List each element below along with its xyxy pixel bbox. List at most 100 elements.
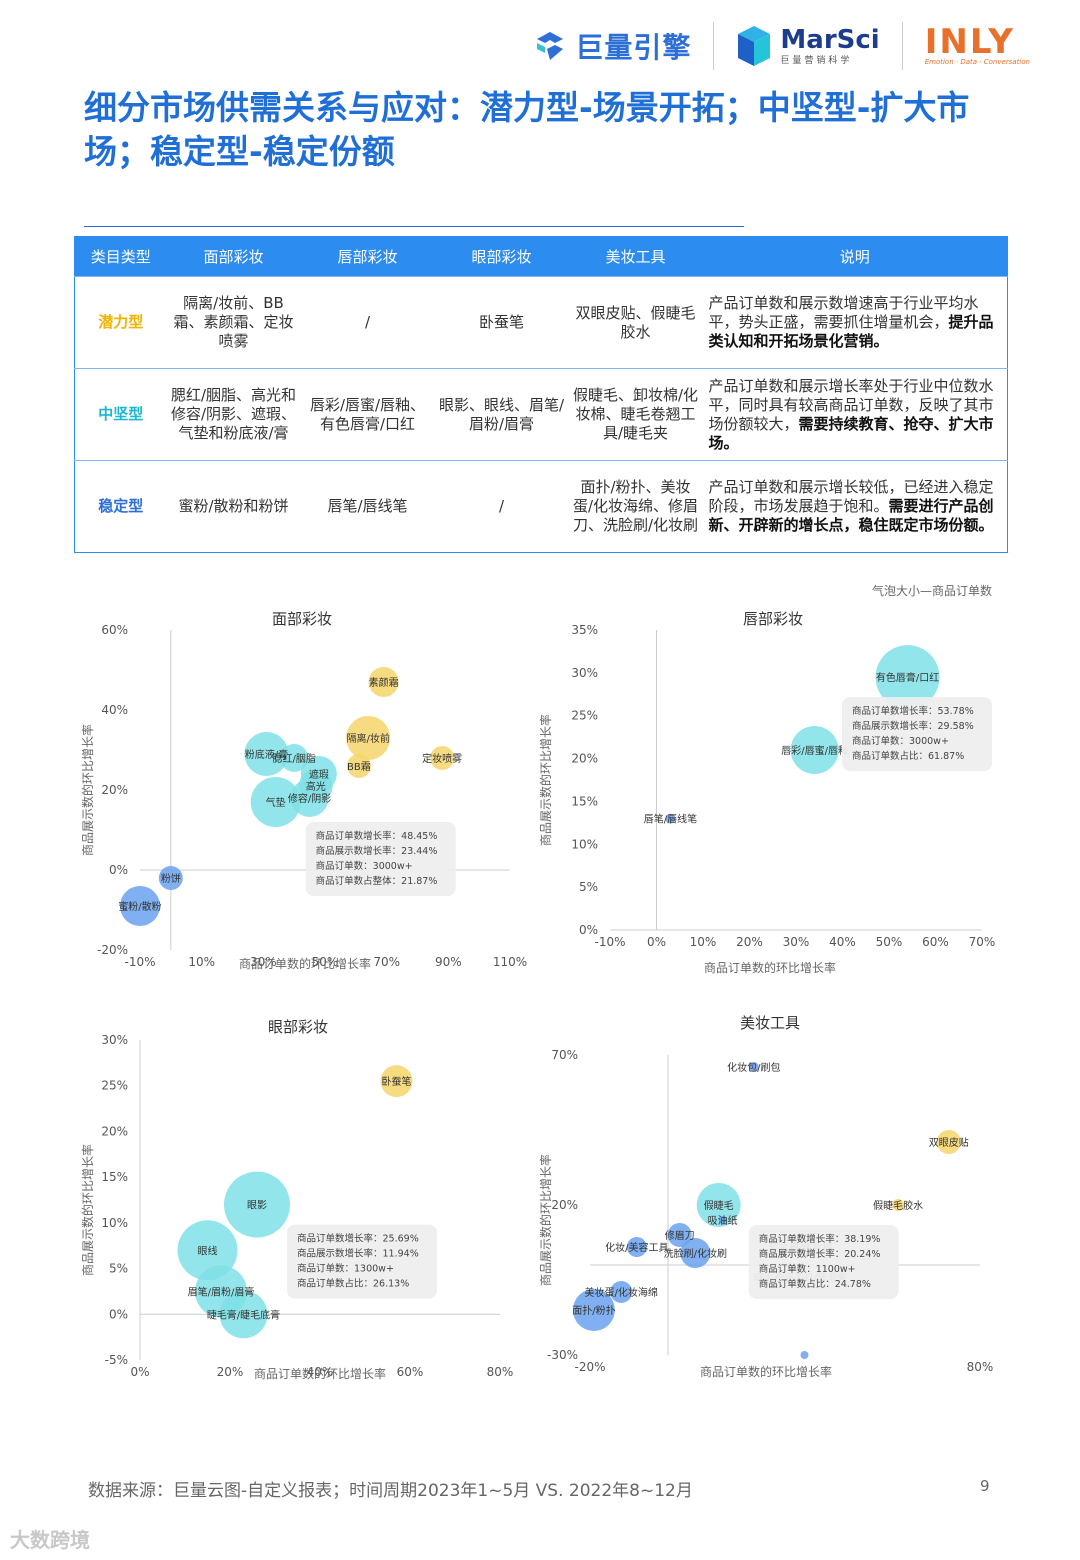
y-tick-label: 15%: [101, 1170, 128, 1184]
x-tick-label: 10%: [690, 935, 717, 949]
x-axis-label: 商品订单数的环比增长率: [700, 1364, 832, 1379]
desc-plain: 产品订单数和展示增长率处于行业中位数水平，同时具有较高商品订单数，反映了其市场份…: [708, 376, 994, 433]
table-header-cell: 唇部彩妆: [300, 236, 435, 277]
bubble: [250, 777, 301, 827]
x-tick-label: 80%: [487, 1365, 514, 1379]
bubble-label: 有色唇膏/口红: [876, 671, 939, 684]
bubble-label: 睫毛膏/睫毛底膏: [207, 1308, 280, 1321]
x-tick-label: -10%: [124, 955, 155, 969]
page-title: 细分市场供需关系与应对：潜力型-场景开拓；中坚型-扩大市场；稳定型-稳定份额: [84, 88, 970, 171]
bubble: [572, 1289, 615, 1331]
header-logos: 巨量引擎 MarSci 巨量营销科学 INLY Emotion · Data ·…: [533, 22, 1030, 70]
bubble-label: 粉饼: [161, 872, 181, 885]
row-type: 稳定型: [74, 460, 167, 553]
tooltip-line: 商品订单数占比：26.13%: [297, 1278, 409, 1290]
y-tick-label: 15%: [571, 794, 598, 808]
x-tick-label: 0%: [647, 935, 666, 949]
tooltip-line: 商品订单数占比：61.87%: [852, 750, 964, 762]
table-header-cell: 类目类型: [74, 236, 167, 277]
tooltip-line: 商品订单数增长率：53.78%: [852, 705, 974, 717]
y-tick-label: 25%: [101, 1079, 128, 1093]
row-eye: 眼影、眼线、眉笔/眉粉/眉膏: [434, 368, 569, 461]
bubble-label: 面扑/粉扑: [572, 1304, 615, 1317]
y-axis-label: 商品展示数的环比增长率: [80, 724, 95, 856]
bubble: [667, 1223, 692, 1247]
x-tick-label: 30%: [250, 955, 277, 969]
x-tick-label: 40%: [307, 1365, 334, 1379]
bubble-label: 洗脸刷/化妆刷: [664, 1247, 727, 1260]
bubble: [224, 1171, 290, 1238]
tooltip-line: 商品订单数：3000w+: [852, 735, 949, 747]
chart-face: -10% 10% 30% 50% 70% 90% 110% 60% 40% 20% 0% -20% 面部…: [60, 600, 540, 980]
bubble-label: 唇笔/唇线笔: [644, 813, 697, 826]
bubble: [680, 1238, 711, 1268]
x-tick-label: 60%: [397, 1365, 424, 1379]
chart-eye: 0% 20% 40% 60% 80% 30% 25% 20% 15% 10% 5% 0% -5% 眼部彩妆…: [60, 1010, 540, 1390]
marsci-name: MarSci: [780, 24, 880, 55]
y-tick-label: 25%: [571, 709, 598, 723]
tooltip-line: 商品订单数增长率：48.45%: [316, 830, 438, 842]
y-axis-label: 商品展示数的环比增长率: [538, 1154, 553, 1286]
y-tick-label: 5%: [579, 880, 598, 894]
bubble: [219, 1290, 268, 1339]
bubble: [665, 813, 676, 824]
bubble: [120, 886, 160, 926]
bubble: [696, 1183, 741, 1227]
bubble-label: 眼线: [198, 1244, 218, 1257]
bubble-label: 粉底液/膏: [245, 748, 288, 761]
tooltip-line: 商品订单数占比：24.78%: [759, 1278, 871, 1290]
bubble-label: 卧蚕笔: [382, 1075, 412, 1088]
x-tick-label: 80%: [967, 1360, 994, 1374]
bubble-label: 美妆蛋/化妆海绵: [585, 1286, 658, 1299]
segment-table: 类目类型 面部彩妆 唇部彩妆 眼部彩妆 美妆工具 说明 潜力型 隔离/妆前、BB…: [74, 236, 1008, 553]
row-description: 产品订单数和展示增长率处于行业中位数水平，同时具有较高商品订单数，反映了其市场份…: [702, 368, 1008, 461]
tooltip-line: 商品订单数：3000w+: [316, 860, 413, 872]
y-tick-label: -20%: [97, 943, 128, 957]
x-tick-label: 110%: [493, 955, 527, 969]
x-axis-label: 商品订单数的环比增长率: [254, 1366, 386, 1381]
bubble-label: 修容/阴影: [288, 792, 331, 805]
chart-title: 面部彩妆: [272, 610, 332, 628]
tooltip-line: 商品展示数增长率：20.24%: [759, 1248, 881, 1260]
x-tick-label: 40%: [829, 935, 856, 949]
x-tick-label: 50%: [312, 955, 339, 969]
bubble: [875, 645, 940, 710]
bubble-label: 腮红/胭脂: [272, 752, 315, 765]
row-tool: 双眼皮贴、假睫毛胶水: [568, 276, 703, 369]
x-tick-label: 10%: [188, 955, 215, 969]
tooltip-line: 商品订单数：1100w+: [759, 1263, 856, 1275]
x-tick-label: 70%: [373, 955, 400, 969]
x-tick-label: -10%: [594, 935, 625, 949]
y-tick-label: 20%: [101, 1124, 128, 1138]
bubble: [158, 866, 183, 890]
bubble: [177, 1220, 238, 1281]
desc-bold: 需要进行产品创新、开辟新的增长点，稳住既定市场份额。: [708, 497, 994, 534]
inly-tagline: Emotion · Data · Conversation: [924, 58, 1030, 66]
bubble: [346, 754, 371, 778]
chart-title: 唇部彩妆: [743, 610, 803, 628]
marsci-cube-icon: [738, 26, 771, 66]
bubble-label: 唇彩/唇蜜/唇釉: [781, 744, 848, 757]
table-header-cell: 面部彩妆: [166, 236, 301, 277]
tooltip-line: 商品订单数增长率：25.69%: [297, 1233, 419, 1245]
table-header-cell: 美妆工具: [568, 236, 703, 277]
x-tick-label: 70%: [969, 935, 996, 949]
table-header-row: 类目类型 面部彩妆 唇部彩妆 眼部彩妆 美妆工具 说明: [74, 236, 1008, 277]
tooltip-line: 商品展示数增长率：29.58%: [852, 720, 974, 732]
page-number: 9: [980, 1477, 990, 1495]
x-axis-label: 商品订单数的环比增长率: [704, 960, 836, 975]
row-lip: /: [300, 276, 435, 369]
data-source-footer: 数据来源：巨量云图-自定义报表；时间周期2023年1~5月 VS. 2022年8…: [88, 1481, 693, 1501]
bubble: [610, 1281, 633, 1303]
bubble-label: 眼影: [247, 1200, 267, 1212]
y-tick-label: 20%: [101, 783, 128, 797]
bubble-label: 遮瑕: [309, 768, 329, 781]
row-type: 潜力型: [74, 276, 167, 369]
row-eye: 卧蚕笔: [434, 276, 569, 369]
desc-plain: 产品订单数和展示增长较低，已经进入稳定阶段，市场发展趋于饱和。: [708, 478, 994, 515]
logo-divider: [713, 22, 715, 70]
logo-divider: [901, 22, 903, 70]
row-face: 隔离/妆前、BB霜、素颜霜、定妆喷雾: [166, 276, 301, 369]
row-tool: 假睫毛、卸妆棉/化妆棉、睫毛卷翘工具/睫毛夹: [568, 368, 703, 461]
